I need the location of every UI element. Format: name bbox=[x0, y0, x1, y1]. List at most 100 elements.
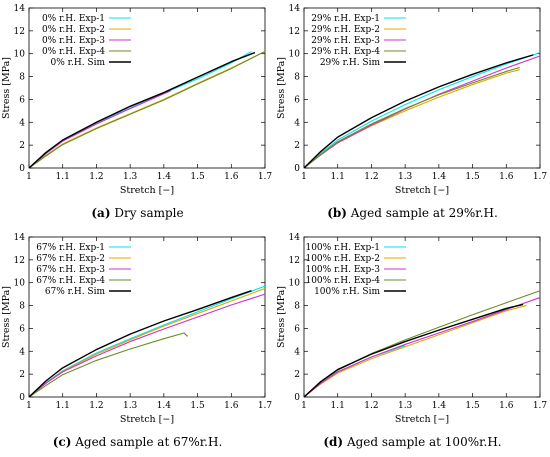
x-tick-label: 1.1 bbox=[331, 401, 345, 411]
x-tick-label: 1.7 bbox=[533, 401, 548, 411]
x-tick-label: 1.4 bbox=[157, 401, 172, 411]
x-tick-label: 1.4 bbox=[432, 401, 447, 411]
caption-text-b: Aged sample at 29%r.H. bbox=[350, 206, 498, 220]
x-tick-label: 1.6 bbox=[499, 172, 514, 182]
y-tick-label: 2 bbox=[294, 141, 300, 151]
caption-tag-a: (a) bbox=[91, 206, 111, 220]
legend-label: 100% r.H. Exp-2 bbox=[305, 254, 380, 264]
caption-b: (b) Aged sample at 29%r.H. bbox=[275, 206, 550, 220]
legend-label: 100% r.H. Exp-4 bbox=[305, 276, 380, 286]
legend-label: 67% r.H. Exp-1 bbox=[36, 243, 105, 253]
plot-frame-a bbox=[28, 7, 266, 169]
series-line-b-1 bbox=[303, 52, 541, 169]
x-tick-label: 1 bbox=[301, 401, 307, 411]
x-tick-label: 1.6 bbox=[224, 401, 239, 411]
x-axis-label-d: Stretch [−] bbox=[395, 414, 449, 425]
chart-svg-d: 1 1.1 1.2 1.3 1.4 1.5 1.6 1.7 0 2 4 6 8 10 12 14 Stretch… bbox=[276, 233, 548, 425]
plot-frame-b bbox=[303, 7, 541, 169]
plot-frame-c bbox=[28, 236, 266, 398]
chart-svg-b: 1 1.1 1.2 1.3 1.4 1.5 1.6 1.7 0 2 4 6 8 10 12 14 Stretch… bbox=[276, 4, 548, 196]
y-tick-label: 10 bbox=[14, 279, 26, 289]
y-tick-label: 4 bbox=[19, 118, 25, 128]
caption-text-c: Aged sample at 67%r.H. bbox=[75, 435, 223, 449]
x-tick-label: 1.5 bbox=[465, 401, 480, 411]
x-tick-label: 1.1 bbox=[56, 172, 70, 182]
legend-label: 29% r.H. Exp-4 bbox=[311, 47, 380, 57]
x-tick-label: 1.6 bbox=[224, 172, 239, 182]
x-tick-label: 1.7 bbox=[533, 172, 548, 182]
caption-text-a: Dry sample bbox=[114, 206, 184, 220]
legend-label: 67% r.H. Exp-2 bbox=[36, 254, 105, 264]
chart-panel-c: 1 1.1 1.2 1.3 1.4 1.5 1.6 1.7 0 2 4 6 8 10 12 14 Stretch… bbox=[0, 229, 275, 457]
y-axis-label-d: Stress [MPa] bbox=[276, 286, 287, 348]
series-line-b-5 bbox=[303, 54, 534, 169]
x-tick-label: 1.3 bbox=[398, 172, 413, 182]
y-tick-label: 8 bbox=[19, 73, 25, 83]
y-tick-label: 14 bbox=[14, 233, 26, 243]
y-tick-label: 12 bbox=[14, 256, 25, 266]
caption-d: (d) Aged sample at 100%r.H. bbox=[275, 435, 550, 449]
y-tick-label: 6 bbox=[19, 95, 25, 105]
y-tick-label: 10 bbox=[289, 50, 301, 60]
plot-frame-d bbox=[303, 236, 541, 398]
y-tick-label: 2 bbox=[294, 370, 300, 380]
x-tick-label: 1.3 bbox=[398, 401, 413, 411]
x-tick-label: 1 bbox=[26, 172, 32, 182]
x-tick-label: 1.5 bbox=[190, 172, 205, 182]
y-tick-label: 12 bbox=[289, 27, 300, 37]
series-line-c-3 bbox=[28, 293, 266, 398]
legend-label: 29% r.H. Exp-3 bbox=[311, 36, 380, 46]
series-line-b-4 bbox=[303, 66, 520, 169]
caption-a: (a) Dry sample bbox=[0, 206, 275, 220]
caption-tag-b: (b) bbox=[327, 206, 347, 220]
y-tick-label: 0 bbox=[19, 164, 25, 174]
chart-svg-a: 1 1.1 1.2 1.3 1.4 1.5 1.6 1.7 0 2 4 6 8 10 12 14 Stretch… bbox=[1, 4, 272, 196]
series-line-d-4 bbox=[303, 290, 541, 398]
chart-panel-a: 1 1.1 1.2 1.3 1.4 1.5 1.6 1.7 0 2 4 6 8 10 12 14 Stretch… bbox=[0, 0, 275, 228]
y-axis-label-c: Stress [MPa] bbox=[1, 286, 12, 348]
x-axis-label-a: Stretch [−] bbox=[120, 185, 174, 196]
legend-label: 67% r.H. Sim bbox=[45, 287, 106, 297]
chart-panel-d: 1 1.1 1.2 1.3 1.4 1.5 1.6 1.7 0 2 4 6 8 10 12 14 Stretch… bbox=[275, 229, 550, 457]
series-line-d-3 bbox=[303, 297, 541, 398]
x-tick-label: 1.6 bbox=[499, 401, 514, 411]
legend-label: 0% r.H. Exp-1 bbox=[42, 14, 105, 24]
legend-label: 100% r.H. Exp-3 bbox=[305, 265, 380, 275]
y-tick-label: 2 bbox=[19, 141, 25, 151]
x-tick-label: 1.2 bbox=[89, 172, 103, 182]
series-line-c-4 bbox=[28, 332, 188, 398]
series-line-a-4 bbox=[28, 50, 266, 169]
legend-label: 0% r.H. Exp-4 bbox=[42, 47, 105, 57]
series-line-b-3 bbox=[303, 55, 541, 169]
y-tick-label: 14 bbox=[289, 233, 301, 243]
legend-label: 0% r.H. Exp-3 bbox=[42, 36, 105, 46]
y-tick-label: 4 bbox=[294, 118, 300, 128]
y-tick-label: 8 bbox=[19, 302, 25, 312]
legend-label: 0% r.H. Sim bbox=[51, 58, 106, 68]
x-tick-label: 1.2 bbox=[89, 401, 103, 411]
x-tick-label: 1 bbox=[301, 172, 307, 182]
y-tick-label: 0 bbox=[19, 393, 25, 403]
y-tick-label: 0 bbox=[294, 393, 300, 403]
series-line-d-1 bbox=[303, 345, 406, 398]
y-tick-label: 6 bbox=[294, 324, 300, 334]
y-tick-label: 6 bbox=[19, 324, 25, 334]
series-line-c-5 bbox=[28, 290, 252, 398]
chart-svg-c: 1 1.1 1.2 1.3 1.4 1.5 1.6 1.7 0 2 4 6 8 10 12 14 Stretch… bbox=[1, 233, 273, 425]
caption-tag-d: (d) bbox=[323, 435, 344, 449]
series-line-a-3 bbox=[28, 90, 171, 169]
y-tick-label: 4 bbox=[19, 347, 25, 357]
series-line-d-5 bbox=[303, 303, 524, 398]
legend-label: 100% r.H. Exp-1 bbox=[305, 243, 380, 253]
legend-label: 67% r.H. Exp-4 bbox=[36, 276, 105, 286]
x-axis-label-b: Stretch [−] bbox=[395, 185, 449, 196]
chart-panel-b: 1 1.1 1.2 1.3 1.4 1.5 1.6 1.7 0 2 4 6 8 10 12 14 Stretch… bbox=[275, 0, 550, 228]
y-tick-label: 2 bbox=[19, 370, 25, 380]
legend-label: 29% r.H. Exp-2 bbox=[311, 25, 380, 35]
y-tick-label: 14 bbox=[289, 4, 301, 14]
x-tick-label: 1.7 bbox=[258, 401, 273, 411]
series-line-c-1 bbox=[28, 285, 266, 398]
y-tick-label: 4 bbox=[294, 347, 300, 357]
legend-label: 67% r.H. Exp-3 bbox=[36, 265, 105, 275]
x-tick-label: 1.4 bbox=[432, 172, 447, 182]
